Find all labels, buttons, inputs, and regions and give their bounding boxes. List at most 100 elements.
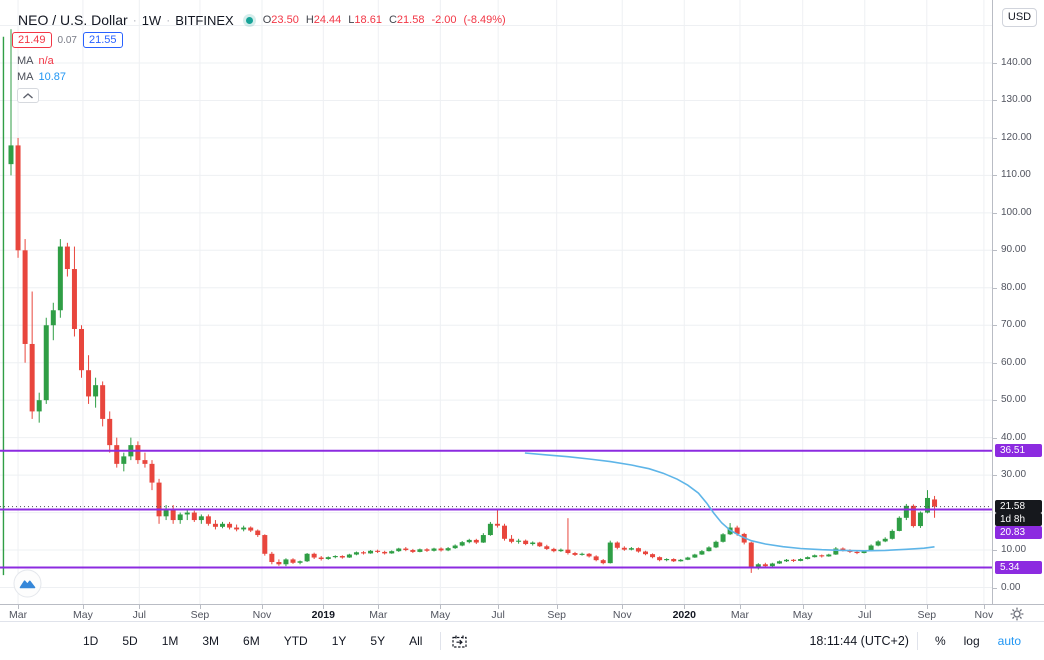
time-tick-mark xyxy=(684,605,686,609)
time-tick-mark xyxy=(261,605,263,609)
candle-body xyxy=(776,561,782,564)
high-value: 24.44 xyxy=(313,14,342,26)
bid-price-button[interactable]: 21.49 xyxy=(12,32,52,48)
candle-body xyxy=(368,550,374,554)
time-tick-label: Sep xyxy=(547,609,566,621)
currency-unit-button[interactable]: USD xyxy=(1002,8,1037,27)
ma-legend-2[interactable]: MA 10.87 xyxy=(17,71,66,83)
candle-body xyxy=(678,559,684,562)
candle-body xyxy=(64,246,70,270)
candle-body xyxy=(896,517,902,531)
candle-body xyxy=(255,530,261,536)
candle-body xyxy=(36,400,42,412)
candle-body xyxy=(191,512,197,521)
chart-plot-area[interactable] xyxy=(0,0,992,604)
time-tick-label: Sep xyxy=(917,609,937,621)
candle-body xyxy=(713,541,719,548)
candle-body xyxy=(875,541,881,546)
candlestick-chart[interactable] xyxy=(0,0,992,604)
candle-body xyxy=(424,549,430,551)
clock-timezone[interactable]: 18:11:44 (UTC+2) xyxy=(809,634,909,648)
candle-body xyxy=(318,557,324,560)
range-button-5d[interactable]: 5D xyxy=(122,634,138,648)
range-button-1y[interactable]: 1Y xyxy=(331,634,347,648)
log-scale-button[interactable]: log xyxy=(963,634,980,648)
exchange-label[interactable]: BITFINEX xyxy=(175,12,234,28)
price-tick: 110.00 xyxy=(993,169,1031,181)
separator-dot: · xyxy=(132,13,137,27)
candle-body xyxy=(762,564,768,567)
auto-scale-button[interactable]: auto xyxy=(997,634,1021,648)
candle-body xyxy=(748,542,754,567)
time-axis[interactable]: Mar May Jul Sep Nov 2019 Mar May Jul Sep Nov 2020 Ma… xyxy=(0,605,993,621)
time-tick-mark xyxy=(926,605,928,609)
date-range-group: 1D 5D 1M 3M 6M YTD 1Y 5Y All xyxy=(54,630,468,652)
time-tick-mark xyxy=(139,605,141,609)
candle-body xyxy=(205,516,211,524)
range-button-1d[interactable]: 1D xyxy=(83,634,99,648)
candle-body xyxy=(220,523,225,527)
change-percent: (-8.49%) xyxy=(463,14,506,26)
candle-body xyxy=(297,561,303,563)
range-button-ytd[interactable]: YTD xyxy=(283,634,308,648)
candle-body xyxy=(50,310,56,326)
candle-body xyxy=(248,527,254,531)
range-button-3m[interactable]: 3M xyxy=(202,634,220,648)
range-button-1m[interactable]: 1M xyxy=(161,634,179,648)
time-tick-label: Mar xyxy=(730,609,750,621)
axis-separator-line xyxy=(0,604,1044,605)
candle-body xyxy=(93,385,99,397)
candle-body xyxy=(664,559,670,561)
candle-body xyxy=(925,497,930,513)
candle-body xyxy=(15,145,21,251)
ask-price-button[interactable]: 21.55 xyxy=(83,32,123,48)
candle-body xyxy=(798,559,804,561)
time-tick-mark xyxy=(18,605,20,609)
percent-scale-button[interactable]: % xyxy=(934,634,946,648)
low-value: 18.61 xyxy=(354,14,382,26)
ohlc-readout: O23.50 H24.44 L18.61 C21.58 -2.00 (-8.49… xyxy=(263,14,506,26)
price-tick: 40.00 xyxy=(992,431,1027,443)
range-button-all[interactable]: All xyxy=(409,634,423,648)
price-tick: 60.00 xyxy=(992,356,1027,368)
interval-label[interactable]: 1W xyxy=(141,12,162,28)
exchange-logo[interactable] xyxy=(13,569,42,598)
price-tick: 10.00 xyxy=(992,544,1027,556)
candle-body xyxy=(346,554,352,558)
ma1-label: MA xyxy=(17,55,34,67)
time-tick-label: Jul xyxy=(858,609,872,621)
candle-body xyxy=(43,325,49,401)
candle-body xyxy=(903,505,909,518)
candle-body xyxy=(671,559,677,562)
gear-icon[interactable] xyxy=(1009,606,1025,622)
symbol-title[interactable]: NEO / U.S. Dollar xyxy=(18,12,128,28)
time-tick-label: May xyxy=(72,609,93,621)
candle-body xyxy=(8,145,14,165)
separator-dot: · xyxy=(166,13,171,27)
candle-body xyxy=(494,523,500,526)
legend-collapse-button[interactable] xyxy=(17,88,39,103)
market-status-dot-icon[interactable] xyxy=(245,16,253,24)
open-value: 23.50 xyxy=(271,14,299,26)
candle-body xyxy=(227,523,233,528)
candle-body xyxy=(431,548,437,551)
time-tick-mark xyxy=(323,605,325,609)
candle-body xyxy=(198,516,204,521)
candle-body xyxy=(812,555,818,558)
candle-body xyxy=(614,542,620,548)
candle-body xyxy=(466,539,472,543)
go-to-date-button[interactable] xyxy=(451,634,468,649)
range-button-5y[interactable]: 5Y xyxy=(370,634,386,648)
scale-controls-group: 18:11:44 (UTC+2) % log auto xyxy=(809,630,1030,652)
time-tick-label: Nov xyxy=(974,609,994,621)
range-button-6m[interactable]: 6M xyxy=(243,634,260,648)
candle-body xyxy=(290,559,296,563)
candle-body xyxy=(882,538,888,542)
ma-line[interactable] xyxy=(524,452,935,552)
gear-icon-glyph xyxy=(1010,607,1024,621)
price-axis[interactable]: USD 140.00 130.00 120.00 110.00 100.00 90.00 8… xyxy=(992,0,1044,604)
time-tick-label: May xyxy=(792,609,813,621)
ma-legend-1[interactable]: MA n/a xyxy=(17,55,54,67)
candle-body xyxy=(262,535,268,554)
mountain-logo-icon xyxy=(13,569,42,598)
